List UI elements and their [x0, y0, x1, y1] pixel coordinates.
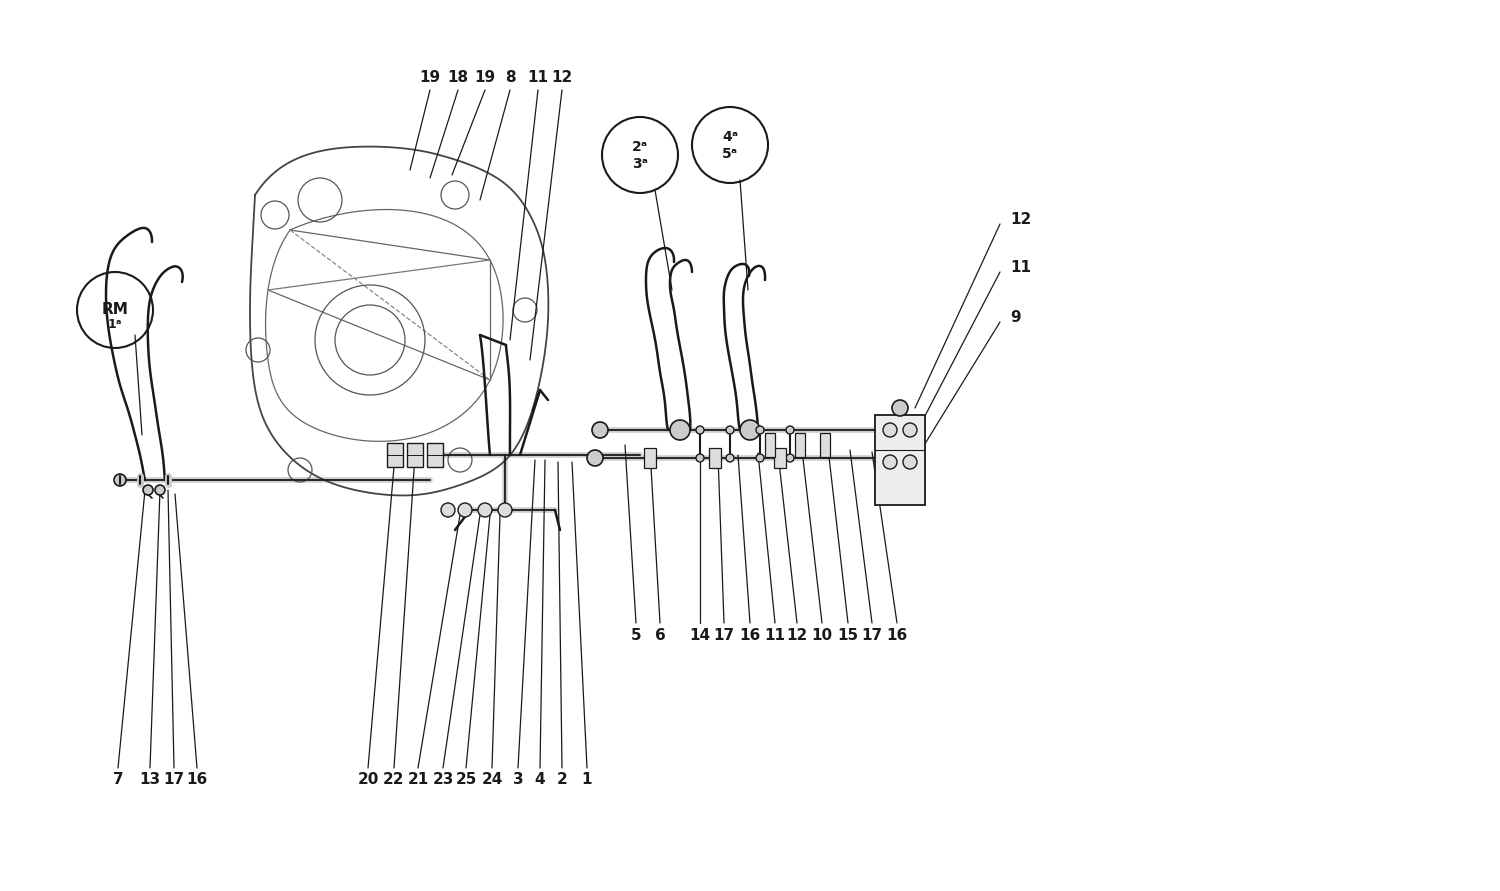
Circle shape	[726, 426, 734, 434]
Circle shape	[786, 454, 794, 462]
Bar	[774, 448, 786, 468]
Circle shape	[586, 450, 603, 466]
Text: 23: 23	[432, 772, 453, 788]
Text: 10: 10	[812, 627, 832, 642]
Circle shape	[441, 503, 454, 517]
Circle shape	[478, 503, 492, 517]
Circle shape	[903, 423, 916, 437]
Circle shape	[670, 420, 690, 440]
Bar	[644, 448, 656, 468]
Text: 1ᵃ: 1ᵃ	[108, 317, 123, 331]
Circle shape	[114, 474, 126, 486]
Text: 16: 16	[186, 772, 207, 788]
Text: 6: 6	[654, 627, 666, 642]
Text: 9: 9	[1010, 310, 1020, 325]
Text: 24: 24	[482, 772, 502, 788]
Text: 18: 18	[447, 70, 468, 86]
Circle shape	[458, 503, 472, 517]
Text: 2ᵃ: 2ᵃ	[632, 140, 648, 154]
Bar	[406, 443, 423, 467]
Text: 21: 21	[408, 772, 429, 788]
Circle shape	[154, 485, 165, 495]
Text: 1: 1	[582, 772, 592, 788]
Text: 3: 3	[513, 772, 523, 788]
Text: 17: 17	[164, 772, 184, 788]
Circle shape	[696, 454, 703, 462]
Circle shape	[740, 420, 760, 440]
Circle shape	[884, 455, 897, 469]
Circle shape	[903, 455, 916, 469]
Circle shape	[884, 423, 897, 437]
Text: 16: 16	[740, 627, 760, 642]
Bar	[874, 415, 926, 505]
Text: 19: 19	[474, 70, 495, 86]
Bar	[710, 448, 722, 468]
Text: 4: 4	[534, 772, 546, 788]
Text: 25: 25	[456, 772, 477, 788]
Bar	[427, 443, 442, 467]
Circle shape	[592, 422, 608, 438]
Text: 17: 17	[861, 627, 882, 642]
Text: 3ᵃ: 3ᵃ	[632, 157, 648, 171]
Text: 11: 11	[1010, 260, 1031, 275]
Bar	[765, 433, 776, 457]
Bar	[795, 433, 806, 457]
Circle shape	[726, 454, 734, 462]
Text: 5: 5	[630, 627, 642, 642]
Circle shape	[892, 400, 908, 416]
Circle shape	[756, 426, 764, 434]
Text: 13: 13	[140, 772, 160, 788]
Text: 4ᵃ: 4ᵃ	[722, 130, 738, 144]
Text: 15: 15	[837, 627, 858, 642]
Text: 20: 20	[357, 772, 378, 788]
Text: 5ᵃ: 5ᵃ	[722, 147, 738, 161]
Text: 14: 14	[690, 627, 711, 642]
Bar	[387, 443, 404, 467]
Text: 11: 11	[765, 627, 786, 642]
Text: 8: 8	[504, 70, 516, 86]
Text: 12: 12	[786, 627, 807, 642]
Text: 2: 2	[556, 772, 567, 788]
Text: 12: 12	[1010, 212, 1032, 227]
Text: 16: 16	[886, 627, 908, 642]
Circle shape	[142, 485, 153, 495]
Text: 17: 17	[714, 627, 735, 642]
Text: 7: 7	[112, 772, 123, 788]
Bar	[821, 433, 830, 457]
Circle shape	[696, 426, 703, 434]
Circle shape	[498, 503, 512, 517]
Text: 12: 12	[552, 70, 573, 86]
Circle shape	[786, 426, 794, 434]
Text: 11: 11	[528, 70, 549, 86]
Text: 19: 19	[420, 70, 441, 86]
Circle shape	[756, 454, 764, 462]
Text: 22: 22	[384, 772, 405, 788]
Text: RM: RM	[102, 303, 129, 317]
